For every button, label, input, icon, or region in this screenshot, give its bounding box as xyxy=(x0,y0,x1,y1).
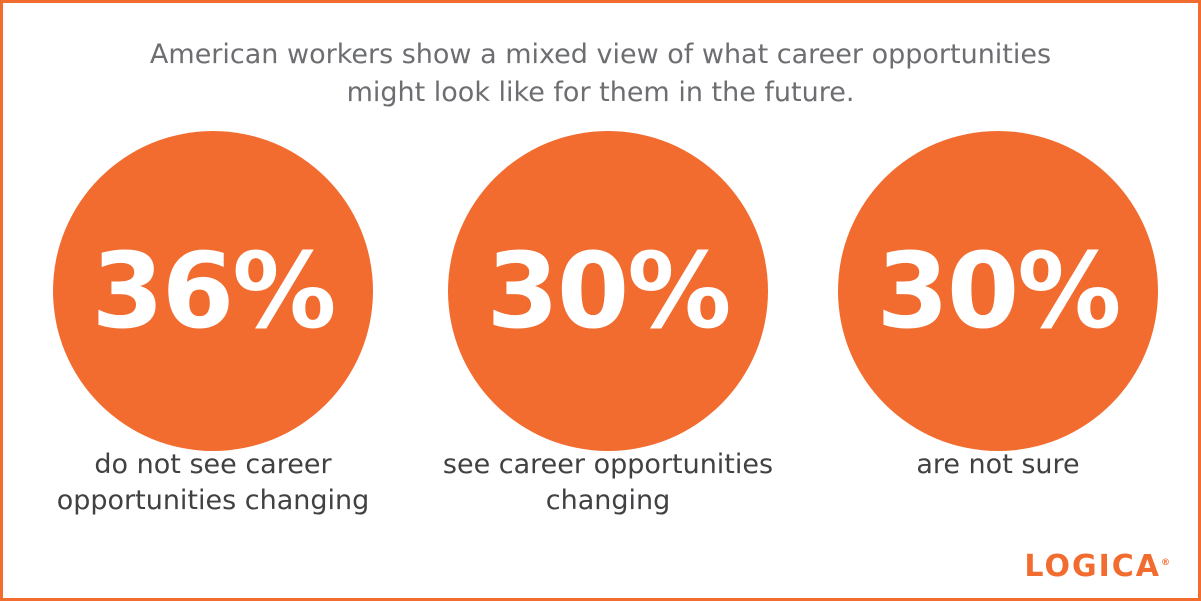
stat-value: 30% xyxy=(876,230,1122,352)
stat-circle: 30% xyxy=(448,131,768,451)
stat-label: do not see career xyxy=(94,449,332,480)
stat-label: see career opportunities xyxy=(442,449,774,480)
stat-label: opportunities changing xyxy=(56,485,370,516)
title-line: might look like for them in the future. xyxy=(346,77,855,108)
stat-label: are not sure xyxy=(916,449,1080,480)
stat-value: 36% xyxy=(91,230,337,352)
title-line: American workers show a mixed view of wh… xyxy=(149,39,1052,70)
stat-value: 30% xyxy=(486,230,732,352)
logo: LOGICA® xyxy=(1024,549,1170,584)
logo-text: LOGICA xyxy=(1024,549,1161,584)
logo-mark: ® xyxy=(1161,558,1170,568)
stat-circle: 30% xyxy=(838,131,1158,451)
stat-label: changing xyxy=(545,485,671,516)
stat-circle: 36% xyxy=(53,131,373,451)
